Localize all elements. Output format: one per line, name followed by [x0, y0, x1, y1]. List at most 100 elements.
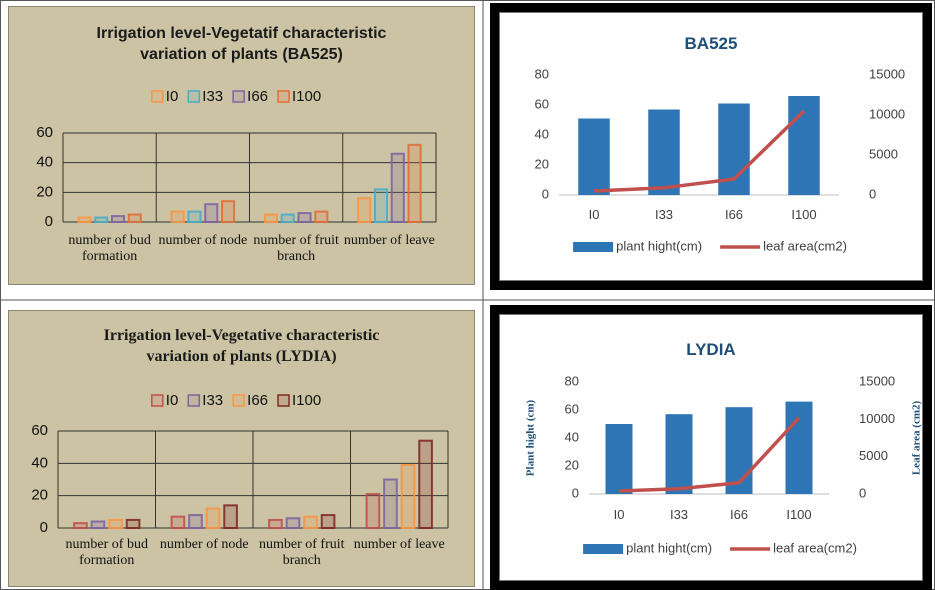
- line: [618, 416, 801, 493]
- x-tick-label: number of leave: [343, 233, 435, 248]
- legend: I0 I33 I66 I100: [151, 392, 321, 409]
- y-tick-label: 20: [31, 487, 48, 504]
- x-tick-label: I100: [786, 507, 812, 522]
- chart-panel: 0 20 40 60 I0 I33 I66 I100 Irrigation level-Vege…: [8, 310, 475, 587]
- y-tick-label: 80: [535, 66, 549, 81]
- y-tick-label: 40: [36, 154, 53, 171]
- bar: [188, 514, 203, 529]
- bar: [785, 401, 813, 494]
- bar: [127, 213, 142, 223]
- y2-tick-label: 10000: [869, 106, 905, 121]
- legend-label: leaf area(cm2): [763, 238, 847, 253]
- y-tick-label: 60: [535, 96, 549, 111]
- legend-swatch: [232, 90, 245, 103]
- x-tick-label: number of fruit branch: [253, 233, 339, 264]
- legend-label: I0: [166, 88, 179, 105]
- y2-tick-label: 15000: [859, 373, 895, 388]
- bar: [297, 212, 312, 224]
- bar: [263, 213, 278, 223]
- x-tick-label: I100: [791, 207, 817, 222]
- legend-swatch: [187, 90, 201, 103]
- legend-label: leaf area(cm2): [773, 540, 857, 555]
- legend-label: plant hight(cm): [616, 238, 702, 253]
- bar: [170, 210, 185, 224]
- y-tick-label: 20: [565, 457, 579, 472]
- bar: [77, 216, 92, 224]
- bar: [418, 439, 433, 529]
- y-tick-label: 20: [535, 156, 549, 171]
- legend-swatch: [583, 544, 624, 554]
- chart: 0 20 40 60 80 0 5000 10000 15000 plant hight(cm) l…: [535, 66, 906, 253]
- bar: [357, 197, 372, 223]
- legend-swatch: [277, 90, 290, 103]
- bar: [648, 109, 680, 195]
- bar: [788, 96, 820, 195]
- chart-title: BA525: [684, 34, 738, 53]
- bar: [108, 518, 123, 530]
- bar: [90, 520, 106, 530]
- chart-title: Irrigation level-Vegetatif characteristi…: [96, 25, 387, 63]
- bar: [665, 414, 693, 494]
- bar: [365, 493, 381, 530]
- bar: [204, 203, 219, 223]
- y2-tick-label: 10000: [859, 411, 895, 426]
- y-tick-label: 20: [36, 183, 53, 200]
- bar: [268, 518, 283, 530]
- bar: [373, 188, 389, 224]
- legend-label: I33: [202, 88, 223, 105]
- chart: 0 20 40 60 I0 I33 I66 I100: [36, 88, 437, 230]
- chart-panel: 0 20 40 60 I0 I33 I66 I100 Irrigation level-Vege…: [8, 6, 475, 285]
- x-tick-label: number of node: [158, 233, 248, 248]
- y2-tick-label: 15000: [869, 66, 905, 81]
- x-tick-label: I0: [613, 507, 625, 522]
- y-tick-label: 60: [36, 124, 53, 141]
- line: [593, 109, 806, 193]
- y2-tick-label: 0: [869, 186, 876, 201]
- legend: plant hight(cm) leaf area(cm2): [573, 238, 847, 253]
- legend: I0 I33 I66 I100: [151, 88, 321, 105]
- y2-axis-title: Leaf area (cm2): [911, 401, 923, 476]
- y-tick-label: 0: [542, 186, 549, 201]
- chart-title: Irrigation level-Vegetative characterist…: [103, 327, 380, 365]
- y-tick-label: 80: [565, 373, 579, 388]
- legend-swatch: [187, 394, 201, 407]
- y-tick-label: 60: [31, 422, 48, 439]
- y2-tick-label: 5000: [869, 146, 898, 161]
- bar: [125, 518, 141, 530]
- bar: [605, 424, 633, 494]
- y-axis-title: Plant hight (cm): [525, 399, 537, 476]
- bar: [280, 213, 295, 223]
- legend-swatch: [151, 394, 164, 407]
- bar: [303, 515, 318, 530]
- bar: [314, 210, 329, 224]
- legend-label: I100: [292, 88, 321, 105]
- x-tick-label: number of fruit branch: [258, 537, 345, 568]
- legend-label: I0: [166, 392, 179, 409]
- x-tick-label: number of bud formation: [68, 233, 151, 264]
- legend-label: I66: [247, 88, 268, 105]
- bar: [110, 215, 126, 223]
- x-tick-label: number of leave: [353, 537, 445, 552]
- legend-label: I33: [202, 392, 223, 409]
- legend-swatch: [277, 394, 290, 407]
- chart-title: LYDIA: [686, 340, 736, 359]
- bar: [725, 407, 753, 494]
- y-tick-label: 40: [565, 429, 579, 444]
- chart: 0 20 40 60 80 0 5000 10000 15000 Plant hight (cm)…: [525, 373, 923, 555]
- bar: [187, 210, 202, 224]
- y-tick-label: 40: [535, 126, 549, 141]
- legend-label: I66: [247, 392, 268, 409]
- y-tick-label: 60: [565, 401, 579, 416]
- bar: [383, 478, 398, 529]
- x-tick-label: I66: [729, 507, 749, 522]
- legend: plant hight(cm) leaf area(cm2): [583, 540, 857, 555]
- y-tick-label: 0: [40, 519, 48, 536]
- bar: [407, 143, 422, 223]
- x-tick-label: number of bud formation: [65, 537, 148, 568]
- y2-tick-label: 0: [859, 485, 866, 500]
- bar: [73, 522, 88, 529]
- x-tick-label: number of node: [159, 537, 249, 552]
- chart-panel: 0 20 40 60 80 0 5000 10000 15000 Plant hight (cm)…: [490, 305, 932, 590]
- bar: [320, 514, 336, 529]
